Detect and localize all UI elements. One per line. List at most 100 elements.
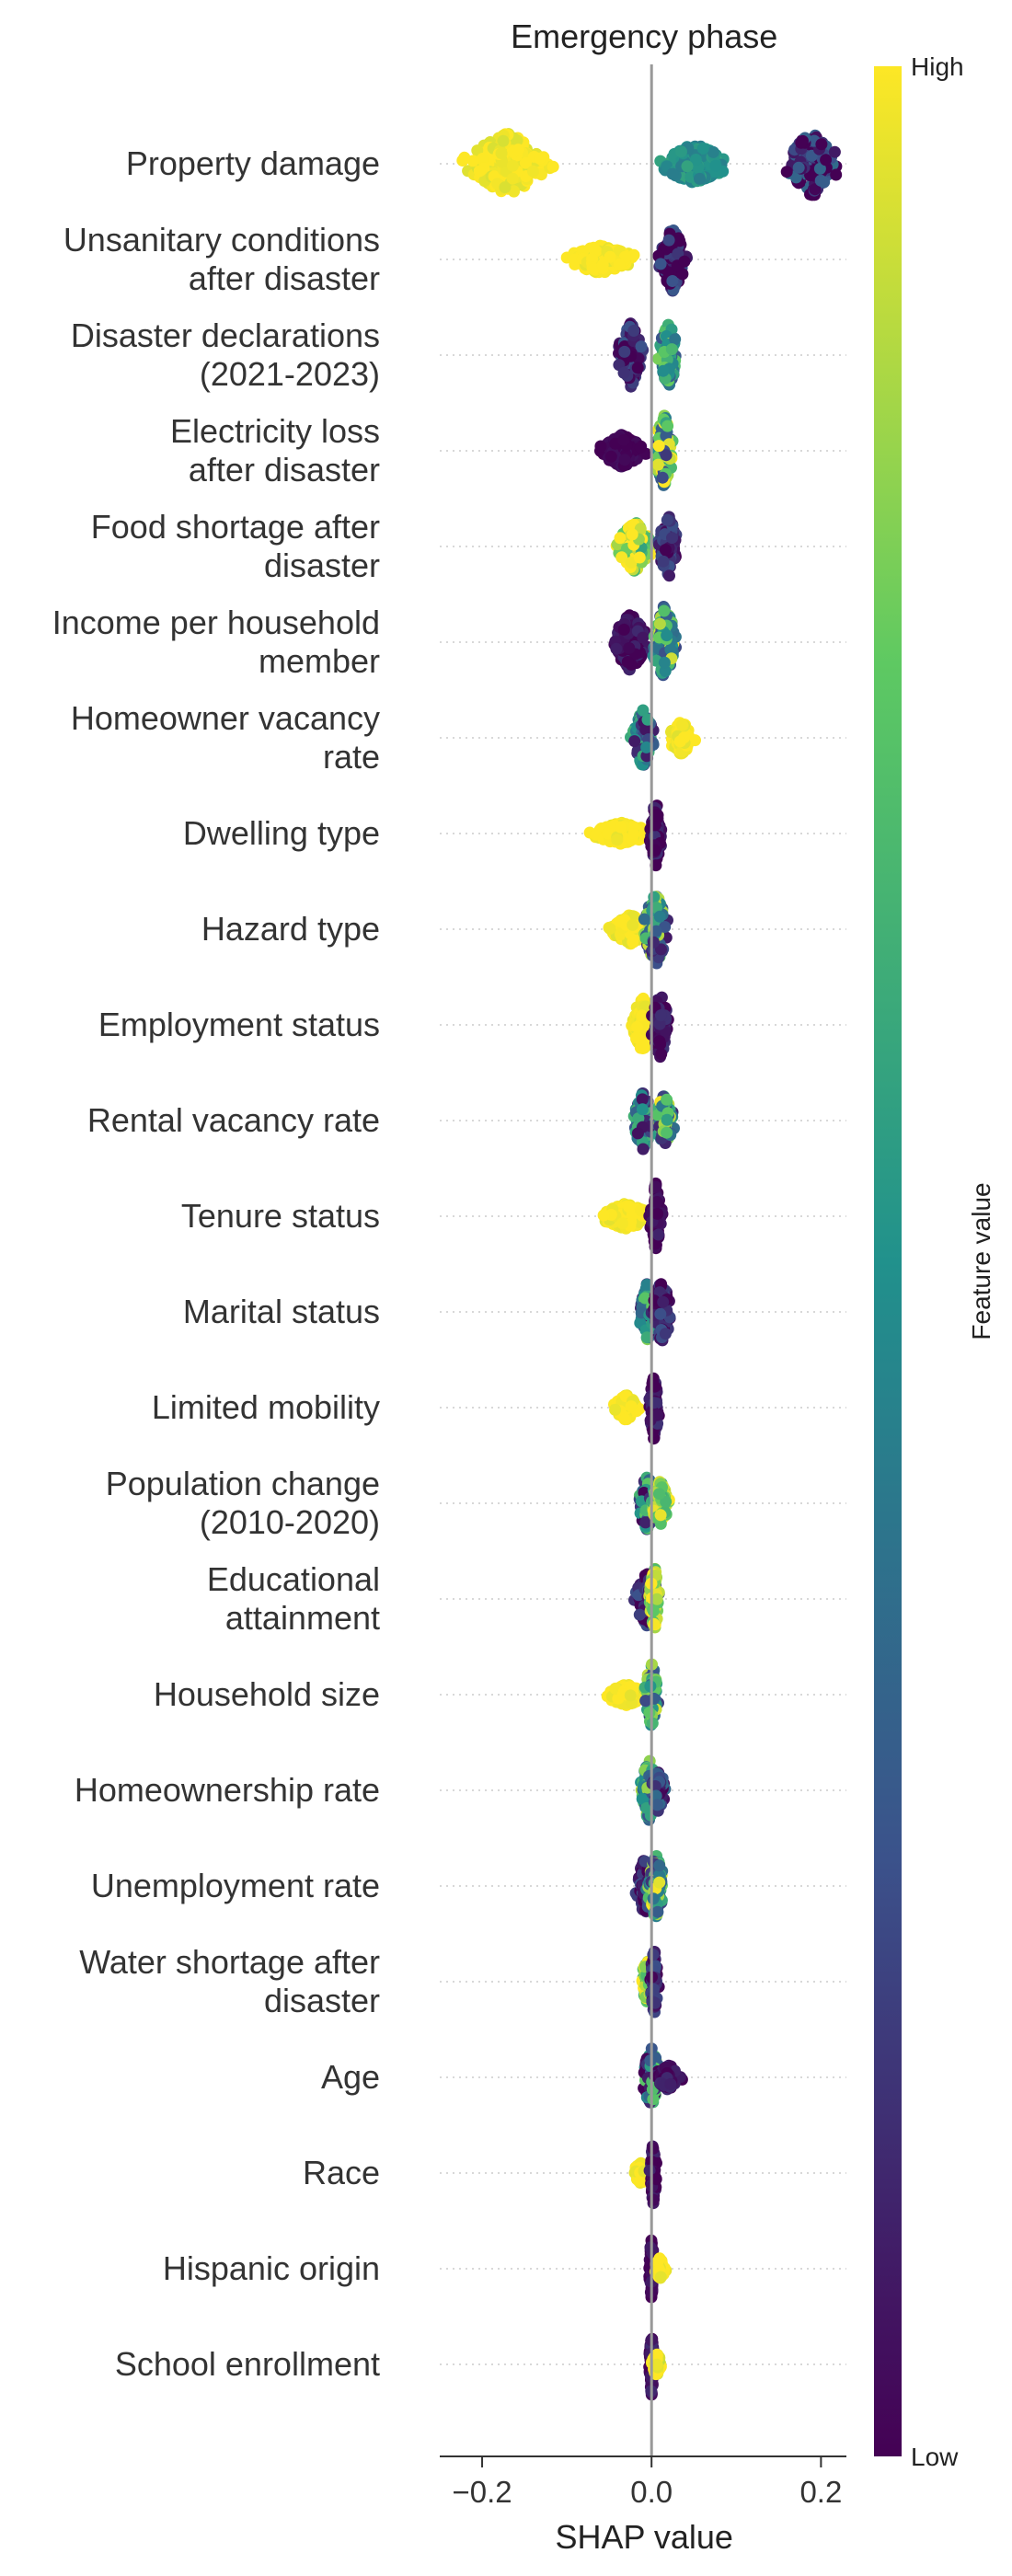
data-point [594,440,607,453]
data-point [815,138,828,151]
data-point [623,1201,635,1213]
data-point [473,165,486,178]
data-point [792,161,805,174]
data-point [656,471,669,484]
data-point [663,569,675,582]
data-point [657,364,670,377]
data-point [604,450,617,463]
data-point [527,165,539,178]
data-point [651,1207,664,1220]
data-point [648,891,661,903]
data-point [650,1799,663,1811]
data-point [618,1413,631,1426]
data-point [820,154,833,167]
data-point [609,1403,622,1416]
data-point [648,1397,661,1409]
data-point [512,144,524,156]
feature-points [629,1850,669,1923]
data-point [617,623,630,636]
data-point [652,440,665,453]
data-point [635,340,648,353]
data-point [586,252,599,265]
data-point [658,656,671,669]
data-point [476,154,489,166]
data-point [694,172,706,185]
data-point [639,1695,652,1708]
data-point [661,513,673,526]
data-point [654,1009,667,1022]
data-point [611,834,624,846]
feature-points [610,511,683,582]
data-point [661,266,674,279]
data-point [673,735,686,748]
feature-points [627,1087,680,1156]
feature-points [456,128,843,201]
data-point [616,1217,628,1230]
feature-points [626,991,674,1064]
data-point [830,168,843,181]
data-point [506,172,519,185]
data-point [506,159,519,172]
data-point [666,532,678,545]
data-point [809,183,822,196]
data-point [681,160,694,173]
data-point [650,1196,663,1208]
data-point [458,151,471,164]
data-point [654,258,667,270]
data-point [626,528,638,541]
data-point [795,136,808,149]
data-point [627,936,639,949]
data-point [653,617,666,630]
data-point [780,166,793,178]
data-point [661,1113,673,1126]
data-point [623,642,636,654]
data-point [675,145,687,158]
data-point [662,234,675,247]
data-point [618,454,631,466]
data-point [653,910,666,923]
data-point [625,1400,638,1413]
data-point [519,156,532,169]
data-point [634,441,647,454]
feature-points [608,601,682,682]
data-point [659,1328,672,1340]
data-point [813,162,826,175]
data-point [631,1127,644,1140]
data-point [661,1093,673,1106]
data-point [615,821,627,834]
data-point [618,345,631,358]
data-point [643,1707,656,1719]
data-point [648,1617,661,1630]
data-point [637,631,650,644]
feature-points [608,1372,665,1445]
data-point [587,263,600,275]
data-point [657,1295,670,1308]
feature-points [634,1278,676,1347]
data-point [604,922,616,935]
data-point [647,936,660,949]
data-point [638,1041,650,1053]
data-point [661,1126,673,1139]
data-point [614,532,627,545]
data-point [534,152,546,165]
data-point [696,142,709,155]
data-point [669,333,682,346]
data-point [654,1307,667,1320]
data-point [659,544,672,557]
data-point [818,176,831,189]
data-point [678,255,691,268]
data-point [666,275,679,287]
feature-points [597,1177,669,1255]
data-point [653,1488,665,1501]
data-point [652,1228,665,1241]
data-point [546,160,559,173]
feature-points [603,891,673,970]
data-point [637,1143,650,1156]
grid-lines [440,163,846,2365]
data-point [657,555,670,568]
data-point [628,735,641,748]
data-point [624,1689,637,1702]
data-point [627,828,640,840]
data-point [631,362,644,374]
